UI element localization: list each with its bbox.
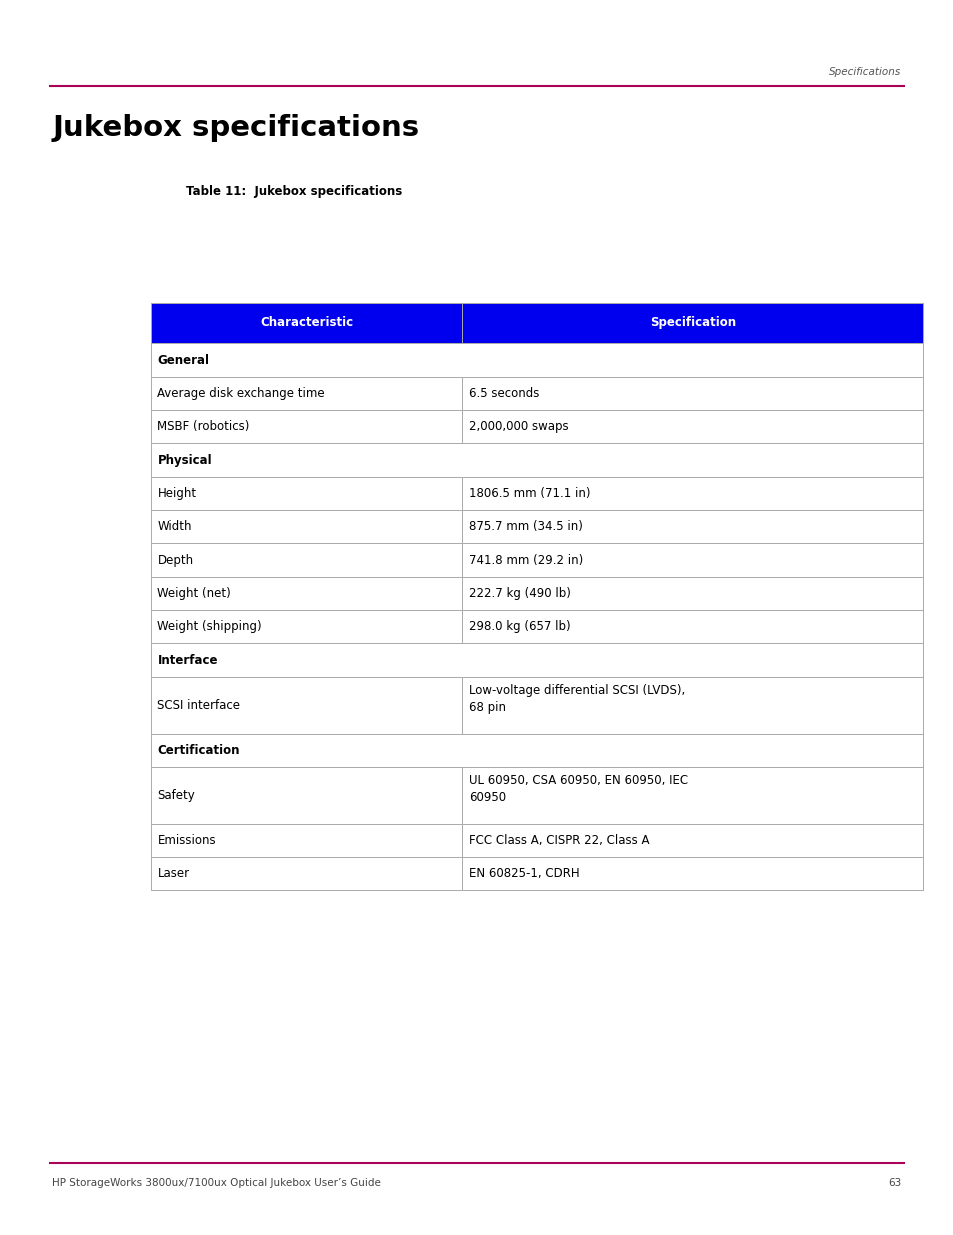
Text: FCC Class A, CISPR 22, Class A: FCC Class A, CISPR 22, Class A xyxy=(468,834,649,847)
Bar xyxy=(151,734,923,767)
Bar xyxy=(461,377,923,410)
Bar xyxy=(461,610,923,643)
Bar xyxy=(461,824,923,857)
Bar xyxy=(151,443,923,477)
Bar xyxy=(151,343,923,377)
Bar xyxy=(151,610,461,643)
Text: Specifications: Specifications xyxy=(828,67,901,77)
Text: MSBF (robotics): MSBF (robotics) xyxy=(157,420,250,433)
Text: Low-voltage differential SCSI (LVDS),
68 pin: Low-voltage differential SCSI (LVDS), 68… xyxy=(468,684,684,714)
Bar xyxy=(151,510,461,543)
Text: Emissions: Emissions xyxy=(157,834,215,847)
Text: Safety: Safety xyxy=(157,789,195,802)
Text: Interface: Interface xyxy=(157,653,217,667)
Bar xyxy=(461,677,923,734)
Text: Laser: Laser xyxy=(157,867,190,881)
Text: 875.7 mm (34.5 in): 875.7 mm (34.5 in) xyxy=(468,520,582,534)
Text: 741.8 mm (29.2 in): 741.8 mm (29.2 in) xyxy=(468,553,582,567)
Text: Average disk exchange time: Average disk exchange time xyxy=(157,387,325,400)
Text: 6.5 seconds: 6.5 seconds xyxy=(468,387,538,400)
Text: Depth: Depth xyxy=(157,553,193,567)
Text: Weight (shipping): Weight (shipping) xyxy=(157,620,262,634)
Text: HP StorageWorks 3800ux/7100ux Optical Jukebox User’s Guide: HP StorageWorks 3800ux/7100ux Optical Ju… xyxy=(52,1178,381,1188)
Bar xyxy=(151,767,461,824)
Text: 2,000,000 swaps: 2,000,000 swaps xyxy=(468,420,568,433)
Text: EN 60825-1, CDRH: EN 60825-1, CDRH xyxy=(468,867,578,881)
Bar xyxy=(461,477,923,510)
Bar xyxy=(151,410,461,443)
Bar xyxy=(151,377,461,410)
Bar xyxy=(151,643,923,677)
Text: Height: Height xyxy=(157,487,196,500)
Text: UL 60950, CSA 60950, EN 60950, IEC
60950: UL 60950, CSA 60950, EN 60950, IEC 60950 xyxy=(468,774,687,804)
Bar xyxy=(461,577,923,610)
Text: Physical: Physical xyxy=(157,453,212,467)
Bar xyxy=(151,857,461,890)
Text: 222.7 kg (490 lb): 222.7 kg (490 lb) xyxy=(468,587,570,600)
Text: SCSI interface: SCSI interface xyxy=(157,699,240,711)
Text: Width: Width xyxy=(157,520,192,534)
Text: Weight (net): Weight (net) xyxy=(157,587,231,600)
Bar xyxy=(151,824,461,857)
Bar xyxy=(151,677,461,734)
Text: General: General xyxy=(157,353,210,367)
Text: Specification: Specification xyxy=(649,316,735,330)
Bar xyxy=(461,543,923,577)
Text: Characteristic: Characteristic xyxy=(259,316,353,330)
Text: 298.0 kg (657 lb): 298.0 kg (657 lb) xyxy=(468,620,570,634)
Text: 1806.5 mm (71.1 in): 1806.5 mm (71.1 in) xyxy=(468,487,590,500)
Text: Certification: Certification xyxy=(157,743,239,757)
Text: Table 11:  Jukebox specifications: Table 11: Jukebox specifications xyxy=(186,184,402,198)
Text: 63: 63 xyxy=(887,1178,901,1188)
Bar xyxy=(151,577,461,610)
Bar xyxy=(461,767,923,824)
Text: Jukebox specifications: Jukebox specifications xyxy=(52,114,419,142)
Bar xyxy=(151,543,461,577)
Bar xyxy=(151,303,923,343)
Bar xyxy=(461,857,923,890)
Bar xyxy=(151,477,461,510)
Bar xyxy=(461,510,923,543)
Bar xyxy=(461,410,923,443)
